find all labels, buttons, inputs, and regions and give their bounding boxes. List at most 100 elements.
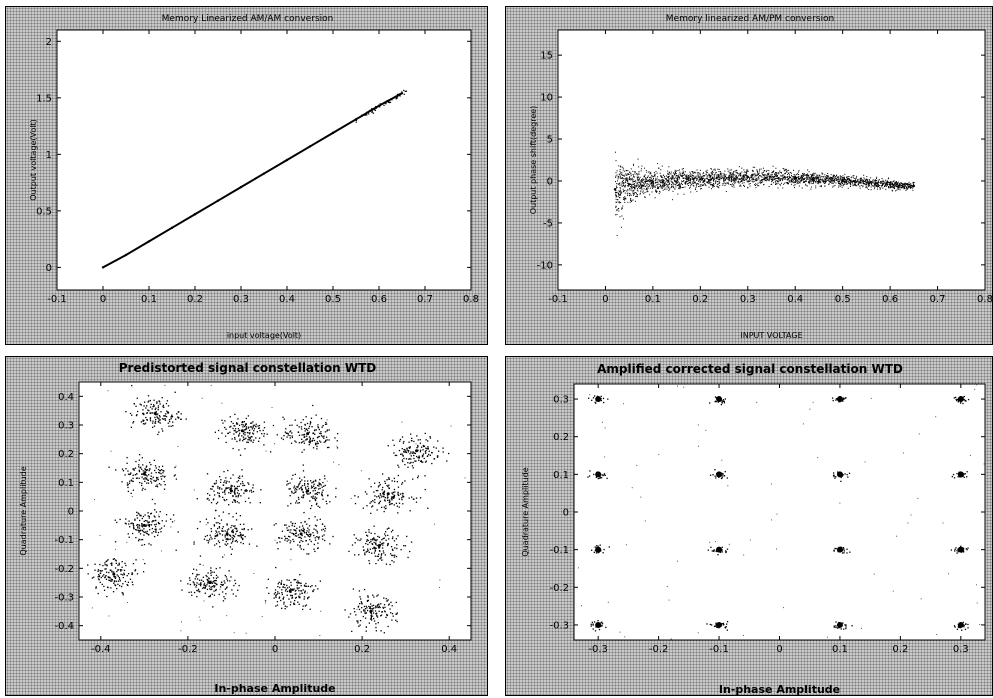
- scatter-dot: [796, 183, 798, 185]
- scatter-dot: [216, 527, 219, 530]
- scatter-dot: [317, 536, 319, 539]
- scatter-dot: [761, 178, 763, 180]
- scatter-dot: [819, 179, 821, 181]
- scatter-dot: [253, 439, 255, 441]
- scatter-dot: [690, 191, 692, 193]
- scatter-dot: [229, 492, 232, 495]
- scatter-dot: [252, 433, 255, 435]
- scatter-dot: [680, 187, 682, 189]
- scatter-dot: [239, 514, 242, 517]
- scatter-dot: [685, 175, 687, 177]
- scatter-dot: [232, 495, 234, 497]
- scatter-dot: [619, 187, 621, 189]
- scatter-dot: [795, 177, 797, 179]
- scatter-dot: [268, 592, 270, 595]
- scatter-dot: [369, 502, 371, 504]
- scatter-dot: [633, 183, 635, 185]
- scatter-dot: [890, 180, 892, 182]
- scatter-dot: [899, 185, 901, 187]
- scatter-dot: [846, 178, 848, 180]
- scatter-dot: [895, 184, 897, 186]
- scatter-dot: [740, 178, 742, 180]
- scatter-dot: [833, 178, 835, 180]
- scatter-dot: [442, 451, 444, 453]
- scatter-dot: [891, 185, 893, 187]
- scatter-dot: [318, 492, 320, 494]
- scatter-dot: [653, 174, 655, 176]
- scatter-dot: [639, 181, 641, 183]
- scatter-dot: [300, 585, 302, 587]
- scatter-dot: [141, 484, 143, 487]
- scatter-dot: [849, 181, 851, 183]
- scatter-dot: [872, 179, 874, 181]
- scatter-dot: [154, 503, 156, 505]
- scatter-dot: [314, 496, 316, 498]
- scatter-dot: [676, 174, 678, 176]
- scatter-dot: [620, 165, 622, 167]
- scatter-dot: [376, 544, 378, 547]
- scatter-dot: [382, 544, 384, 546]
- scatter-dot: [384, 533, 386, 535]
- scatter-dot: [825, 179, 827, 181]
- scatter-dot: [757, 172, 759, 174]
- scatter-dot: [707, 178, 709, 180]
- scatter-dot: [617, 193, 619, 195]
- scatter-dot: [103, 574, 105, 576]
- scatter-dot: [775, 181, 777, 183]
- scatter-dot: [162, 404, 165, 406]
- scatter-dot: [375, 547, 377, 549]
- scatter-dot: [862, 186, 864, 188]
- scatter-dot: [690, 176, 692, 178]
- scatter-dot: [731, 180, 733, 182]
- scatter-dot: [297, 582, 299, 584]
- scatter-dot: [321, 493, 323, 495]
- scatter-dot: [753, 179, 755, 181]
- scatter-dot: [909, 183, 911, 185]
- scatter-dot: [677, 178, 679, 180]
- scatter-dot: [629, 194, 631, 196]
- scatter-dot: [807, 169, 809, 171]
- scatter-dot: [688, 177, 690, 179]
- scatter-dot: [403, 451, 405, 453]
- scatter-dot: [791, 180, 793, 182]
- scatter-dot: [215, 482, 217, 484]
- constellation-point: [299, 532, 303, 536]
- scatter-dot: [247, 529, 249, 531]
- scatter-dot: [718, 168, 720, 170]
- scatter-dot: [620, 178, 622, 180]
- scatter-dot: [238, 475, 241, 477]
- scatter-dot: [218, 531, 220, 533]
- scatter-dot: [237, 496, 239, 498]
- scatter-dot: [387, 542, 389, 545]
- scatter-dot: [303, 494, 305, 496]
- y-tick-label: 1.5: [36, 93, 52, 104]
- scatter-dot: [788, 180, 790, 182]
- scatter-dot: [119, 580, 121, 582]
- scatter-dot: [659, 184, 661, 186]
- scatter-dot: [838, 186, 840, 188]
- scatter-dot: [652, 182, 654, 184]
- scatter-dot: [320, 431, 322, 433]
- scatter-dot: [304, 480, 306, 482]
- scatter-dot: [221, 530, 223, 532]
- scatter-dot: [717, 184, 719, 186]
- scatter-dot: [392, 495, 395, 498]
- scatter-dot: [728, 174, 730, 176]
- scatter-dot: [794, 180, 796, 182]
- scatter-dot: [682, 175, 684, 177]
- scatter-dot: [228, 570, 230, 572]
- scatter-dot: [205, 574, 207, 577]
- scatter-dot: [409, 550, 411, 553]
- scatter-dot: [139, 533, 142, 535]
- scatter-dot: [373, 620, 376, 622]
- scatter-dot: [151, 408, 153, 410]
- scatter-dot: [232, 529, 234, 531]
- scatter-dot: [214, 579, 216, 582]
- scatter-dot: [764, 179, 766, 181]
- scatter-dot: [677, 176, 679, 178]
- scatter-dot: [674, 181, 676, 183]
- scatter-dot: [734, 176, 736, 178]
- x-tick-label: 0.6: [371, 294, 387, 305]
- scatter-dot: [692, 178, 694, 180]
- scatter-dot: [822, 181, 824, 183]
